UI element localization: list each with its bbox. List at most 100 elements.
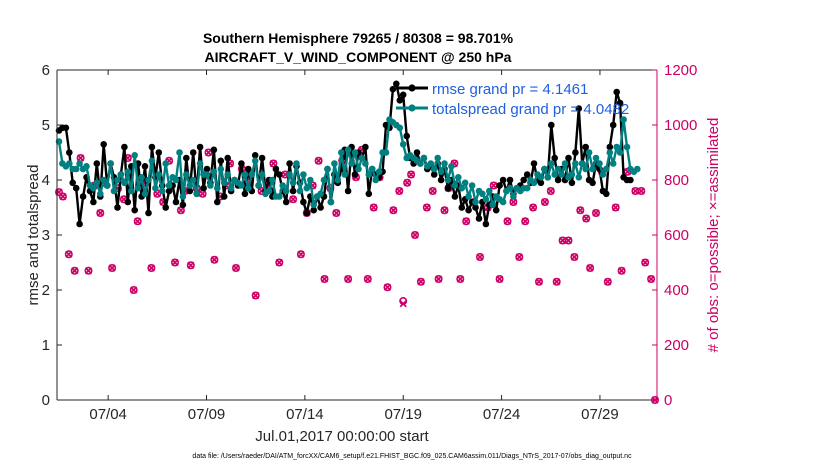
series-point [179,193,187,200]
obs-possible-marker [410,231,419,240]
series-point [599,171,607,178]
data-file-footer: data file: /Users/raeder/DAI/ATM_forcXX/… [192,453,632,460]
series-point [100,141,107,148]
series-point [437,168,445,175]
obs-assimilated-marker [315,157,323,165]
obs-possible-marker [611,203,620,212]
series-point [572,160,579,167]
obs-assimilated-marker [411,231,419,239]
series-point [537,174,545,181]
obs-possible-marker [269,159,278,168]
series-point [286,160,293,167]
legend: rmse grand pr = 4.1461 totalspread grand… [396,81,629,118]
series-point [458,184,466,192]
series-point [341,171,349,178]
obs-assimilated-marker [297,250,305,258]
obs-possible-marker [422,203,431,212]
series-point [544,174,552,181]
series-point [217,165,225,173]
series-point [141,163,149,170]
series-point [76,220,83,228]
series-point [551,171,558,178]
series-point [451,182,459,189]
series-point [578,160,586,167]
series-point [79,193,87,200]
series-point [148,143,156,151]
series-point [430,165,438,173]
chart-subtitle: AIRCRAFT_V_WIND_COMPONENT @ 250 hPa [205,49,512,65]
y2-tick-label: 800 [664,172,689,189]
series-point [554,165,562,173]
obs-possible-marker [204,148,213,157]
series-point [248,171,256,178]
series-point [486,187,493,195]
obs-possible-marker [552,277,561,286]
series-point [327,198,335,206]
obs-possible-marker [314,156,323,165]
series-point [396,97,404,104]
series-point [461,179,469,187]
obs-possible-marker [546,187,555,196]
obs-assimilated-marker [399,300,407,308]
obs-possible-marker [603,277,612,286]
series-point [121,143,128,151]
series-point [468,182,476,189]
series-point [227,184,235,192]
series-point [351,171,359,178]
obs-possible-marker [440,206,449,215]
series-point [210,168,218,175]
series-point [444,184,452,192]
obs-possible-marker [529,203,538,212]
series-point [165,182,173,189]
obs-possible-marker [521,217,530,226]
obs-assimilated-marker [440,206,449,214]
series-point [107,160,114,167]
series-point [282,187,290,195]
series-point [472,204,479,211]
series-point [482,196,490,203]
series-point [207,182,214,189]
series-point [76,160,83,167]
series-point [258,154,266,162]
obs-assimilated-marker [647,275,655,283]
obs-assimilated-marker [289,195,297,203]
series-point [351,149,359,156]
series-point [609,160,617,167]
obs-possible-marker [289,195,298,204]
series-point [368,165,376,173]
x-tick-label: 07/19 [384,406,422,423]
obs-possible-marker [147,263,156,272]
series-point [403,132,411,140]
obs-possible-marker [369,203,378,212]
series-point [627,176,634,184]
series-point [145,176,152,184]
obs-assimilated-marker [429,187,437,195]
y-tick-label: 2 [42,282,50,299]
obs-possible-marker [647,274,656,283]
y2-tick-label: 1000 [664,117,697,134]
series-point [437,176,445,184]
obs-assimilated-marker [364,275,372,283]
x-tick-label: 07/04 [89,406,127,423]
series-point [530,160,538,167]
obs-possible-marker [383,283,392,292]
series-point [413,149,421,156]
series-point [620,116,627,123]
obs-possible-marker [210,255,219,264]
series-point [162,204,169,211]
obs-possible-marker [133,217,142,226]
series-point [565,154,572,162]
series-point [165,187,173,195]
obs-possible-marker [503,217,512,226]
series-point [389,85,397,93]
obs-possible-marker [251,291,260,300]
obs-assimilated-marker [509,198,517,206]
series-point [265,187,273,195]
obs-possible-marker [129,285,138,294]
legend-rmse-label: rmse grand pr = 4.1461 [432,81,588,98]
series-point [251,152,259,159]
series-point [310,206,318,214]
series-point [214,184,221,192]
series-point [365,171,373,178]
